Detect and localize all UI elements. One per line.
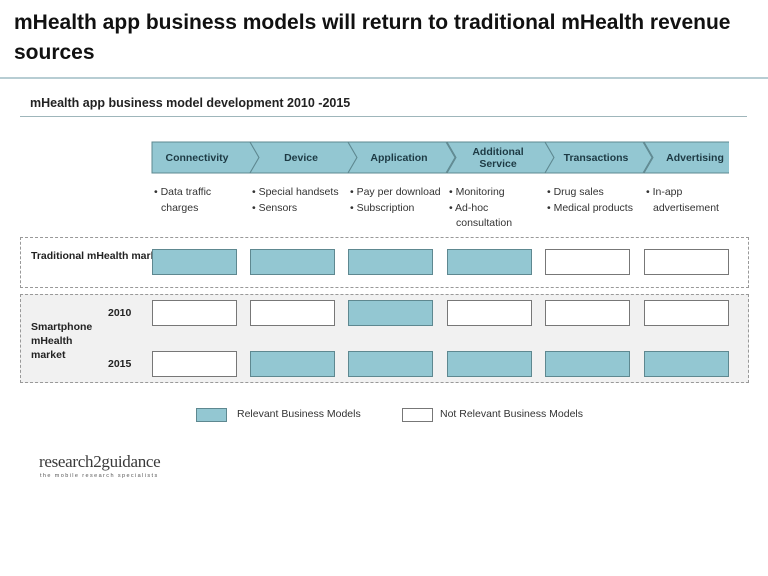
stage-bullets: • Drug sales • Medical products xyxy=(545,185,641,216)
stage-label: Device xyxy=(284,151,318,164)
not-relevant-cell xyxy=(545,300,630,326)
traditional-market-group xyxy=(20,237,749,288)
stage-bullets: • Data traffic charges xyxy=(152,185,248,216)
legend-relevant-swatch xyxy=(196,408,227,422)
title-divider xyxy=(0,77,768,79)
not-relevant-cell xyxy=(152,300,237,326)
stage-label: Application xyxy=(370,151,428,164)
not-relevant-cell xyxy=(250,300,335,326)
relevant-cell xyxy=(250,249,335,275)
stage-bullets: • Monitoring • Ad-hoc consultation xyxy=(447,185,543,232)
chevron-2 xyxy=(347,141,456,174)
relevant-cell xyxy=(348,351,433,377)
not-relevant-cell xyxy=(152,351,237,377)
stage-label: Additional Service xyxy=(472,145,524,170)
stage-label: Connectivity xyxy=(165,151,229,164)
smartphone-market-label: Smartphone mHealth market xyxy=(31,321,93,361)
logo: research2guidance xyxy=(39,452,161,471)
chevron-5 xyxy=(643,141,729,174)
year-2015-label: 2015 xyxy=(108,358,132,370)
traditional-market-label: Traditional mHealth market xyxy=(31,250,166,262)
stage-label: Advertising xyxy=(666,151,724,164)
bullet-item: • Subscription xyxy=(350,201,415,214)
not-relevant-cell xyxy=(644,300,729,326)
relevant-cell xyxy=(152,249,237,275)
chevron-4 xyxy=(544,141,653,174)
relevant-cell xyxy=(348,300,433,326)
stage-bullets: • Special handsets • Sensors xyxy=(250,185,346,216)
stage-bullets: • In-app advertisement xyxy=(644,185,740,216)
legend-not-relevant-swatch xyxy=(402,408,433,422)
bullet-item: • Monitoring xyxy=(449,186,505,198)
bullet-item: • Data traffic charges xyxy=(154,186,212,214)
relevant-cell xyxy=(545,351,630,377)
relevant-cell xyxy=(250,351,335,377)
logo-tagline: the mobile research specialists xyxy=(40,473,159,479)
not-relevant-cell xyxy=(545,249,630,275)
page-title: mHealth app business models will return … xyxy=(14,11,731,64)
not-relevant-cell xyxy=(447,300,532,326)
bullet-item: • Sensors xyxy=(252,201,298,214)
bullet-item: • In-app advertisement xyxy=(646,186,719,214)
diagram-subtitle: mHealth app business model development 2… xyxy=(30,96,351,110)
bullet-item: • Ad-hoc consultation xyxy=(449,201,513,230)
relevant-cell xyxy=(447,351,532,377)
bullet-item: • Pay per download xyxy=(350,186,441,198)
not-relevant-cell xyxy=(644,249,729,275)
stage-label: Transactions xyxy=(563,151,629,164)
bullet-item: • Medical products xyxy=(547,201,633,214)
subtitle-divider xyxy=(20,116,747,117)
value-chain-chevrons xyxy=(151,141,729,174)
relevant-cell xyxy=(348,249,433,275)
legend-relevant-label: Relevant Business Models xyxy=(237,408,361,420)
stage-bullets: • Pay per download • Subscription xyxy=(348,185,444,216)
relevant-cell xyxy=(644,351,729,377)
bullet-item: • Drug sales xyxy=(547,186,604,198)
year-2010-label: 2010 xyxy=(108,307,132,319)
relevant-cell xyxy=(447,249,532,275)
bullet-item: • Special handsets xyxy=(252,186,339,198)
legend-not-relevant-label: Not Relevant Business Models xyxy=(440,408,583,420)
